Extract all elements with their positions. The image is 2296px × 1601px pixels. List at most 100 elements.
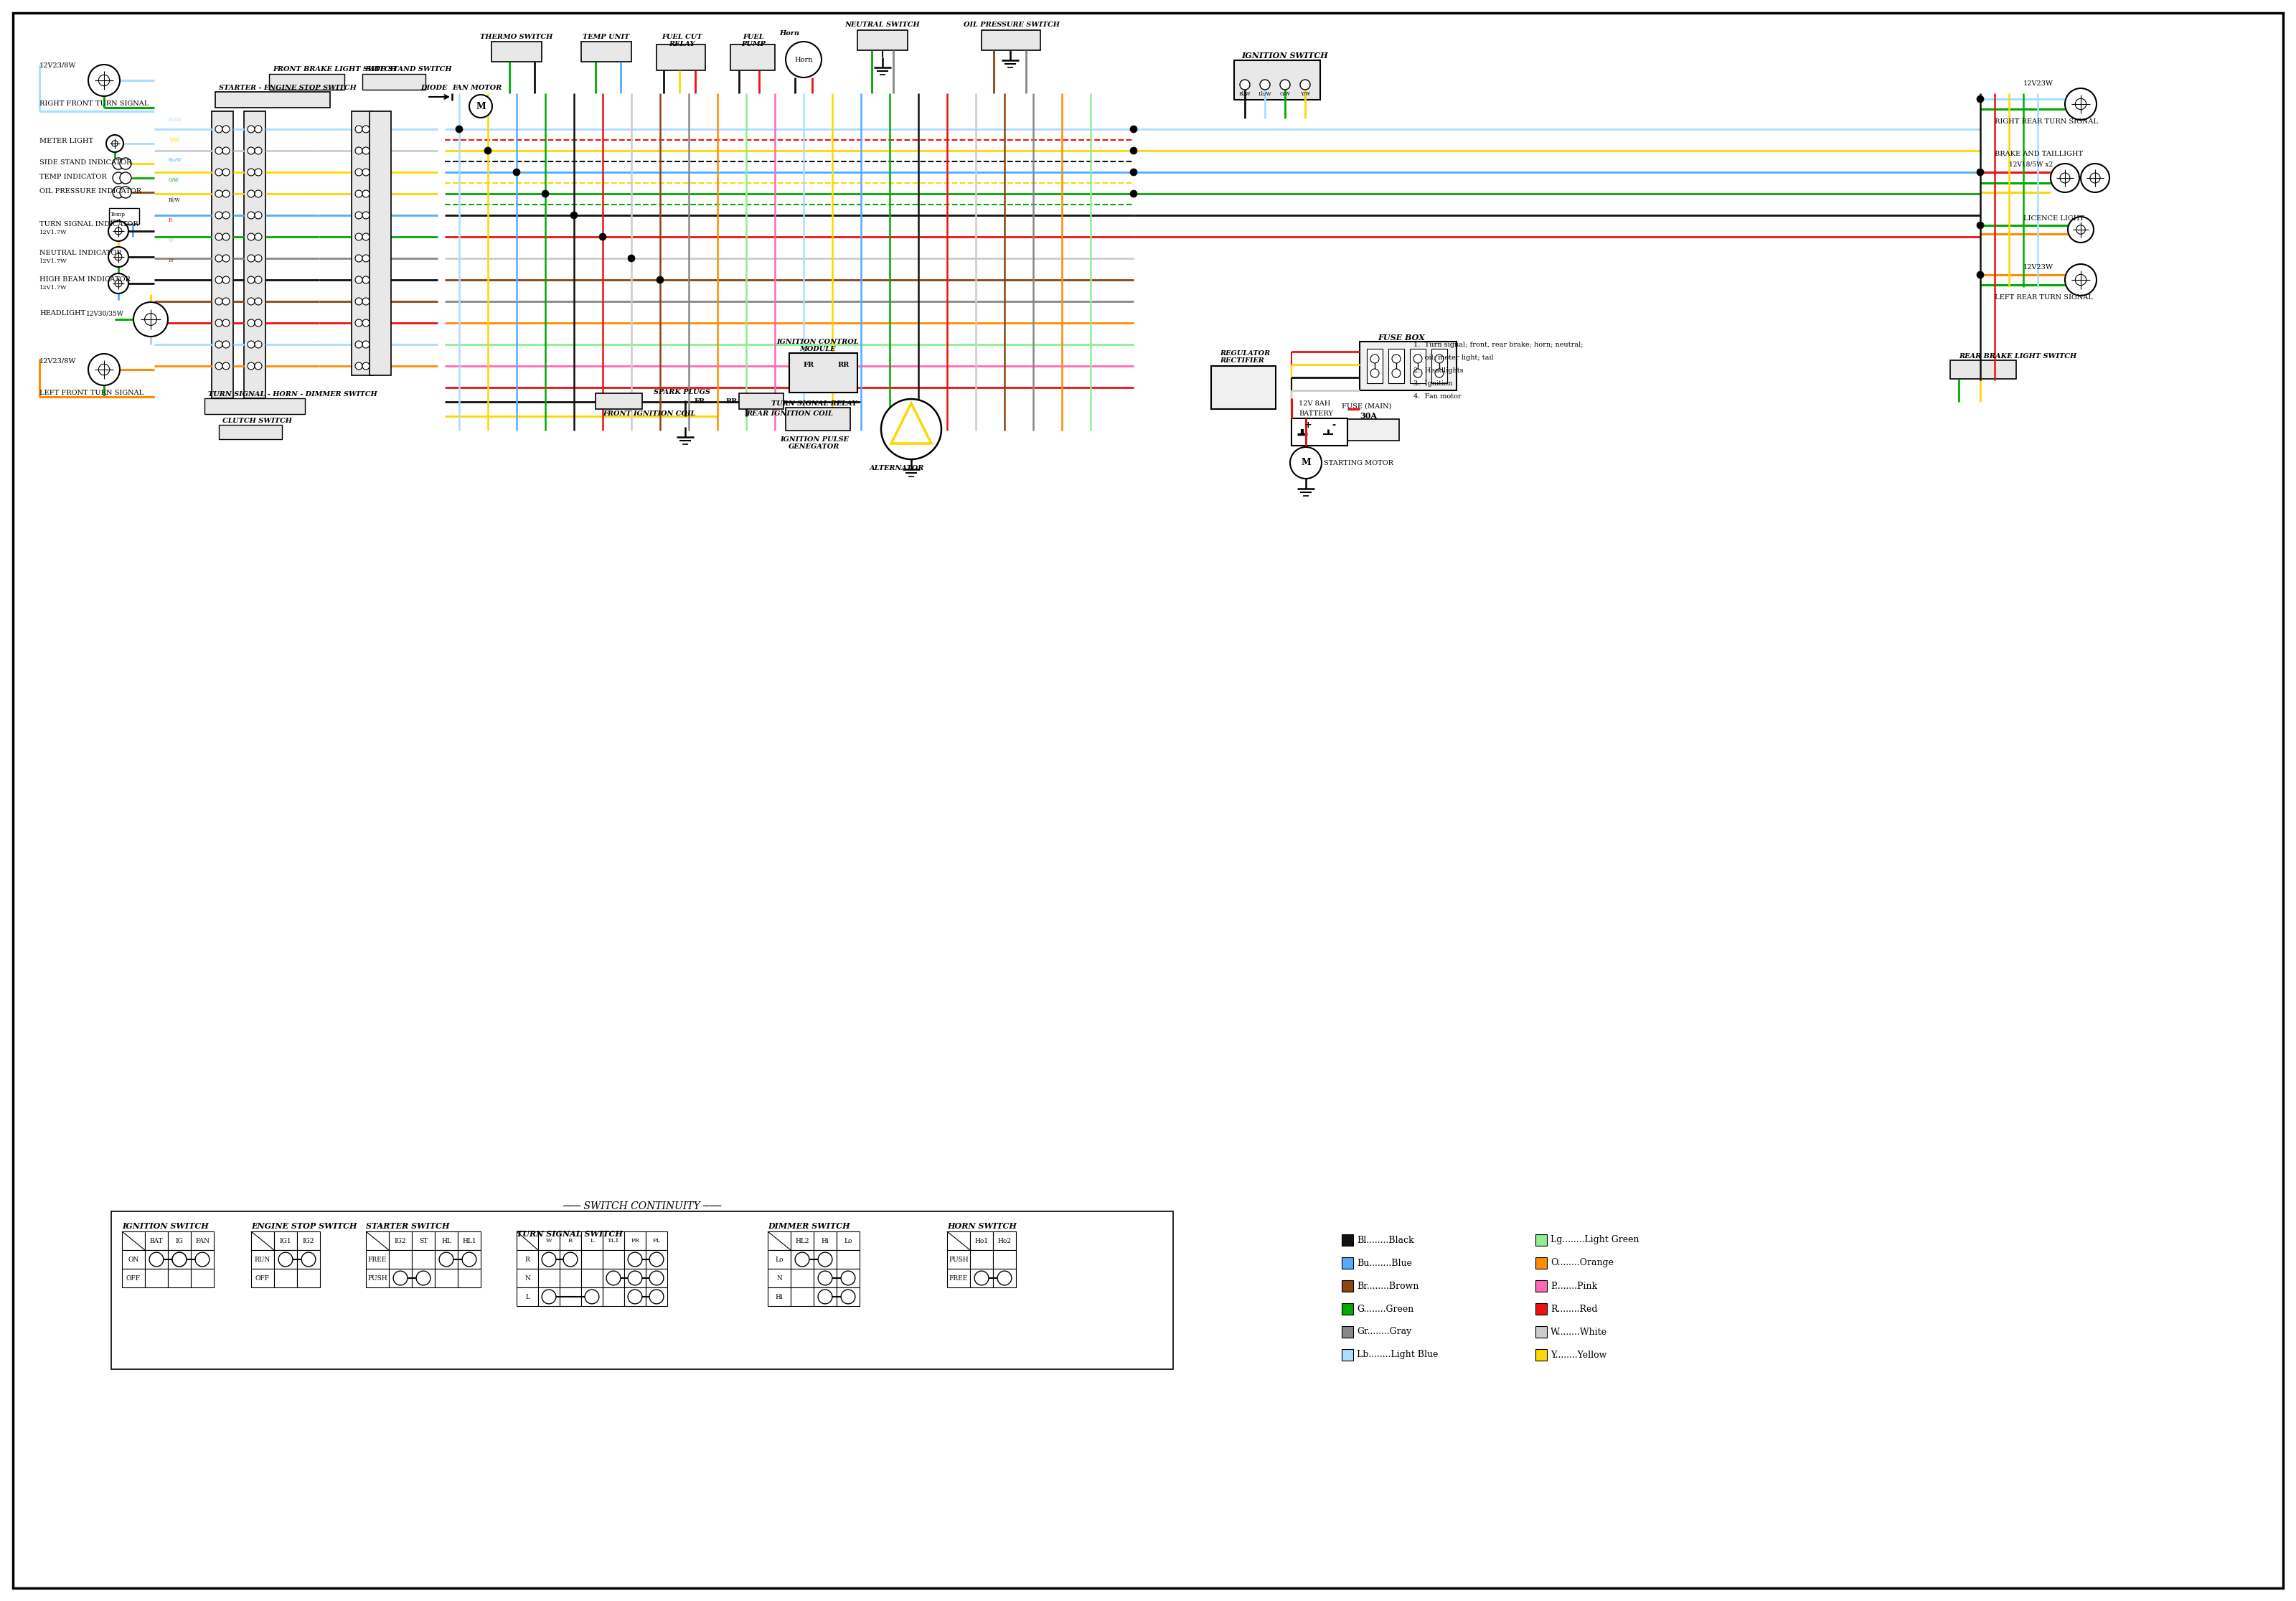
Bar [992, 1268, 1015, 1287]
Text: 12V 8AH: 12V 8AH [1300, 400, 1329, 407]
Circle shape [2050, 163, 2080, 192]
Text: 12V1.7W: 12V1.7W [39, 285, 67, 291]
Bar [560, 1287, 581, 1306]
Text: TURN SIGNAL SWITCH: TURN SIGNAL SWITCH [517, 1230, 622, 1238]
Text: HIGH BEAM INDICATOR: HIGH BEAM INDICATOR [39, 277, 131, 283]
Circle shape [113, 158, 124, 170]
Text: HL: HL [441, 1238, 452, 1244]
Circle shape [393, 1271, 406, 1286]
Circle shape [248, 362, 255, 370]
Text: Lb/W: Lb/W [1258, 91, 1272, 98]
Bar [625, 1250, 645, 1268]
Circle shape [106, 134, 124, 152]
Text: FRONT IGNITION COIL: FRONT IGNITION COIL [602, 410, 696, 416]
Bar [211, 110, 234, 399]
Bar [948, 1268, 969, 1287]
Bar [365, 1250, 388, 1268]
Text: OIL PRESSURE INDICATOR: OIL PRESSURE INDICATOR [39, 187, 142, 194]
Circle shape [248, 319, 255, 327]
Text: BAT: BAT [149, 1238, 163, 1244]
Circle shape [223, 362, 230, 370]
Circle shape [216, 277, 223, 283]
Text: 12V23W: 12V23W [2023, 80, 2053, 86]
Circle shape [255, 277, 262, 283]
Bar [218, 424, 282, 439]
Bar [1389, 349, 1405, 383]
Bar [1341, 1350, 1352, 1361]
Circle shape [113, 187, 124, 199]
Bar [813, 1268, 836, 1287]
Text: R: R [526, 1257, 530, 1263]
Circle shape [1261, 80, 1270, 90]
Circle shape [1977, 168, 1984, 176]
Circle shape [817, 1290, 831, 1303]
Bar [434, 1268, 457, 1287]
Bar [250, 1268, 273, 1287]
Circle shape [248, 277, 255, 283]
Bar [388, 1250, 411, 1268]
Circle shape [115, 253, 122, 261]
Bar [273, 1250, 296, 1268]
Circle shape [542, 191, 549, 197]
Circle shape [1435, 354, 1444, 363]
Text: 12V23/8W: 12V23/8W [39, 62, 76, 69]
Text: 30A: 30A [1359, 411, 1378, 419]
Text: Y/Bl: Y/Bl [168, 138, 179, 142]
Bar [388, 1231, 411, 1250]
Text: ENGINE STOP SWITCH: ENGINE STOP SWITCH [250, 1222, 356, 1230]
Bar [145, 1231, 168, 1250]
Bar [434, 1250, 457, 1268]
Text: FAN MOTOR: FAN MOTOR [452, 85, 503, 91]
Text: FR: FR [693, 399, 705, 405]
Circle shape [363, 277, 370, 283]
Bar [411, 1268, 434, 1287]
Circle shape [363, 341, 370, 347]
Text: 12V30/35W: 12V30/35W [87, 311, 124, 317]
Text: STARTER - ENGINE STOP SWITCH: STARTER - ENGINE STOP SWITCH [218, 85, 356, 91]
Bar [517, 1231, 537, 1250]
Text: Hi: Hi [822, 1238, 829, 1244]
Bar [785, 408, 850, 431]
Text: HORN SWITCH: HORN SWITCH [948, 1222, 1017, 1230]
Bar [657, 45, 705, 70]
Bar [836, 1231, 859, 1250]
Circle shape [356, 277, 363, 283]
Text: RR: RR [726, 399, 737, 405]
Circle shape [278, 1252, 292, 1266]
Bar [351, 110, 372, 375]
Bar [204, 399, 305, 415]
Circle shape [1371, 368, 1380, 378]
Circle shape [99, 363, 110, 375]
Circle shape [650, 1290, 664, 1303]
Text: 4.  Fan motor: 4. Fan motor [1414, 394, 1460, 400]
Text: THERMO SWITCH: THERMO SWITCH [480, 34, 553, 40]
Text: BRAKE AND TAILLIGHT: BRAKE AND TAILLIGHT [1995, 150, 2082, 157]
Text: OFF: OFF [126, 1274, 140, 1281]
Circle shape [248, 191, 255, 197]
Bar [1536, 1303, 1548, 1314]
Circle shape [248, 234, 255, 240]
Circle shape [363, 298, 370, 304]
Text: FREE: FREE [948, 1274, 969, 1281]
Circle shape [484, 147, 491, 154]
Circle shape [255, 168, 262, 176]
Bar [122, 1250, 145, 1268]
Bar [457, 1268, 480, 1287]
Bar [250, 1250, 273, 1268]
Bar [1341, 1326, 1352, 1337]
Text: IG: IG [174, 1238, 184, 1244]
Circle shape [119, 173, 131, 184]
Circle shape [650, 1252, 664, 1266]
Text: IGNITION PULSE
GENEGATOR: IGNITION PULSE GENEGATOR [781, 437, 850, 450]
Circle shape [363, 168, 370, 176]
Text: DIMMER SWITCH: DIMMER SWITCH [767, 1222, 850, 1230]
Text: SIDE STAND SWITCH: SIDE STAND SWITCH [365, 66, 452, 72]
Circle shape [301, 1252, 315, 1266]
Text: HL2: HL2 [794, 1238, 808, 1244]
Circle shape [1130, 191, 1137, 197]
Circle shape [356, 341, 363, 347]
Bar [191, 1231, 214, 1250]
Text: CLUTCH SWITCH: CLUTCH SWITCH [223, 418, 292, 424]
Circle shape [248, 125, 255, 133]
Text: TEMP UNIT: TEMP UNIT [583, 34, 629, 40]
